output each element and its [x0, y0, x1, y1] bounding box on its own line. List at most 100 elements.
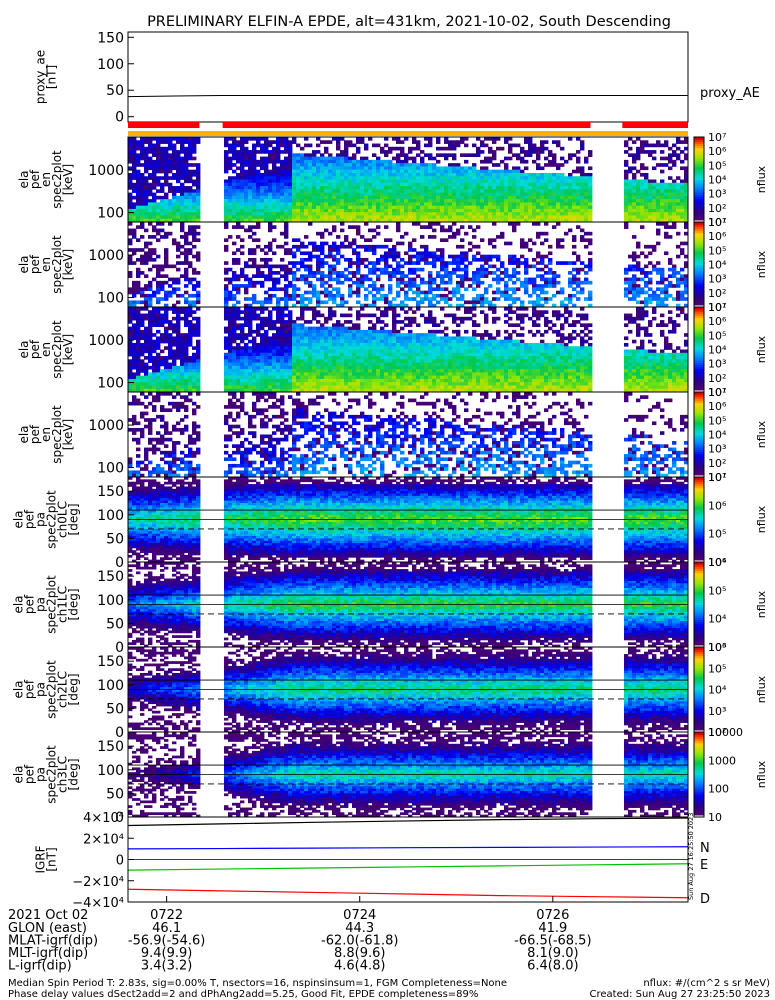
spec-cell [360, 163, 365, 167]
spec-cell [420, 192, 425, 197]
spec-cell [476, 267, 481, 272]
spec-cell [552, 176, 557, 180]
spec-cell [460, 267, 465, 272]
spec-cell [192, 271, 197, 275]
spec-cell [428, 205, 433, 210]
spec-cell [524, 205, 529, 210]
spec-cell [180, 336, 185, 341]
spec-cell [344, 192, 349, 197]
spec-cell [336, 189, 341, 193]
spec-cell [240, 140, 245, 144]
spec-cell [468, 192, 473, 197]
spec-cell [428, 189, 433, 193]
spec-cell [456, 215, 461, 220]
spec-cell [232, 277, 237, 282]
spec-cell [396, 293, 401, 298]
spec-cell [320, 264, 325, 269]
spec-cell [276, 143, 281, 148]
spec-cell [152, 365, 157, 370]
spec-cell [548, 186, 553, 190]
spec-cell [572, 303, 577, 308]
spec-cell [636, 179, 641, 184]
spec-cell [156, 274, 161, 278]
spec-cell [172, 356, 177, 360]
spec-cell [584, 205, 589, 210]
spec-cell [540, 287, 545, 292]
spec-cell [148, 208, 153, 213]
spec-cell [172, 382, 177, 386]
spec-cell [136, 287, 141, 292]
spec-cell [648, 199, 653, 203]
spec-cell [400, 199, 405, 203]
colorbar-cell [694, 296, 704, 300]
spec-cell [196, 346, 201, 350]
spec-cell [136, 169, 141, 174]
spec-cell [368, 182, 373, 187]
spec-cell [284, 143, 289, 148]
spec-cell [188, 186, 193, 190]
colorbar-cell [694, 141, 704, 144]
spec-cell [132, 202, 137, 207]
spec-cell [288, 251, 293, 256]
spec-cell [412, 163, 417, 167]
spec-cell [188, 333, 193, 337]
spec-cell [484, 215, 489, 220]
spec-cell [292, 166, 297, 171]
spec-cell [444, 153, 449, 158]
spec-cell [252, 369, 257, 373]
spec-cell [244, 307, 249, 311]
spec-cell [536, 172, 541, 177]
spec-cell [684, 195, 689, 200]
spec-cell [196, 297, 201, 301]
spec-cell [280, 172, 285, 177]
spec-cell [280, 169, 285, 174]
spec-cell [636, 254, 641, 259]
spec-cell [356, 205, 361, 210]
spec-cell [232, 336, 237, 341]
spec-cell [248, 326, 253, 331]
spec-cell [360, 218, 365, 223]
spec-cell [400, 300, 405, 305]
spec-cell [348, 192, 353, 197]
spec-cell [232, 218, 237, 223]
spec-cell [364, 146, 369, 151]
spec-cell [144, 372, 149, 377]
spec-cell [276, 287, 281, 292]
spec-cell [528, 172, 533, 177]
spec-cell [476, 225, 481, 229]
spec-cell [188, 137, 193, 141]
spec-cell [280, 179, 285, 184]
spec-cell [268, 172, 273, 177]
spec-cell [360, 172, 365, 177]
spec-cell [356, 202, 361, 207]
spec-cell [524, 179, 529, 184]
spec-cell [188, 375, 193, 380]
spec-cell [568, 172, 573, 177]
spec-cell [148, 378, 153, 383]
spec-cell [388, 182, 393, 187]
spec-cell [396, 137, 401, 141]
spec-cell [676, 192, 681, 197]
spec-cell [228, 320, 233, 324]
spec-cell [516, 215, 521, 220]
spec-cell [628, 153, 633, 158]
spec-cell [628, 205, 633, 210]
spec-cell [360, 182, 365, 187]
spec-cell [372, 172, 377, 177]
spec-cell [368, 284, 373, 288]
spec-cell [196, 231, 201, 236]
spec-cell [368, 166, 373, 171]
spec-cell [460, 218, 465, 223]
spec-cell [256, 264, 261, 269]
spec-cell [388, 159, 393, 164]
spec-cell [476, 205, 481, 210]
spec-cell [384, 182, 389, 187]
spec-cell [416, 303, 421, 308]
spec-cell [484, 192, 489, 197]
spec-cell [492, 195, 497, 200]
spec-cell [680, 199, 685, 203]
spec-cell [624, 215, 629, 220]
spec-cell [380, 169, 385, 174]
spec-cell [636, 153, 641, 158]
spec-cell [340, 303, 345, 308]
